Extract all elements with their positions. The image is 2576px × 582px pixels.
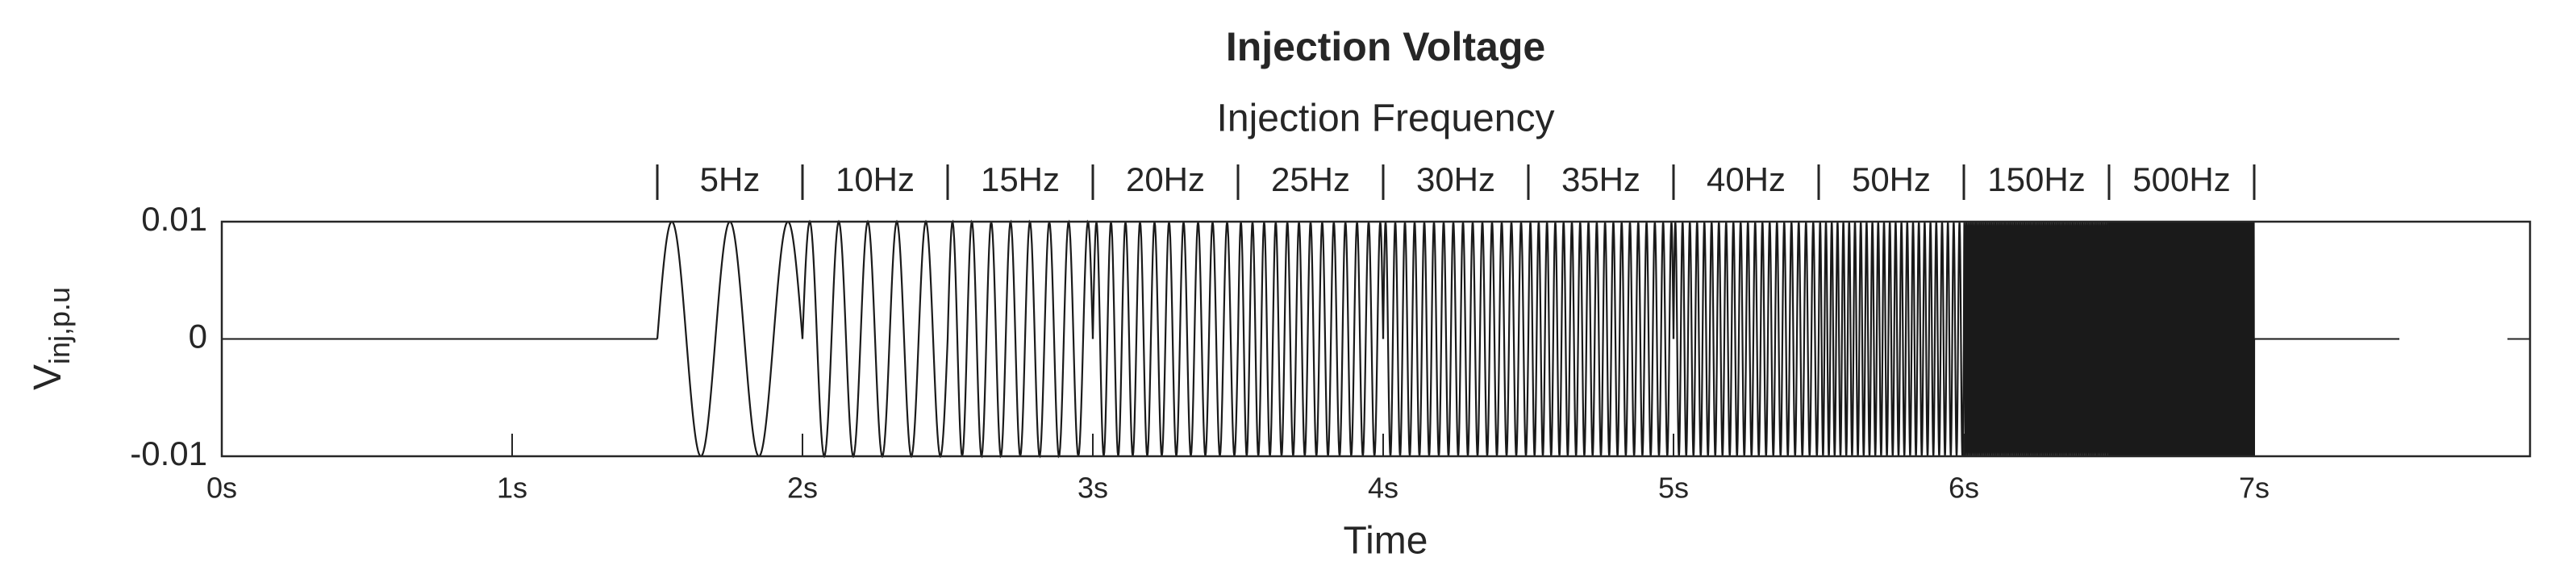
frequency-label: 25Hz	[1271, 160, 1350, 198]
signal-segment	[1382, 221, 1530, 457]
frequency-label: 20Hz	[1126, 160, 1205, 198]
y-tick-label: 0.01	[141, 200, 207, 238]
frequency-label: 10Hz	[836, 160, 915, 198]
plot-frame	[220, 220, 2532, 458]
x-tick-label: 3s	[1078, 472, 1108, 505]
x-tick-label: 5s	[1658, 472, 1689, 505]
signal-segment	[1672, 221, 1820, 457]
x-tick-label: 4s	[1368, 472, 1398, 505]
x-tick-label: 6s	[1949, 472, 1979, 505]
x-axis-label: Time	[1344, 520, 1428, 563]
frequency-label: 35Hz	[1561, 160, 1640, 198]
frequency-label: 50Hz	[1852, 160, 1931, 198]
frequency-label: 500Hz	[2132, 160, 2230, 198]
x-tick-label: 1s	[497, 472, 527, 505]
y-tick-label: 0	[189, 318, 207, 355]
y-axis-label-main: V	[27, 364, 69, 390]
signal-segment	[2107, 221, 2256, 457]
signal-segment	[801, 219, 949, 459]
y-axis-label: Vinj,p.u	[27, 287, 76, 390]
x-tick-label: 2s	[787, 472, 818, 505]
frequency-label: 15Hz	[981, 160, 1060, 198]
frequency-label: 40Hz	[1707, 160, 1786, 198]
chart-title: Injection Voltage	[1226, 24, 1545, 69]
frequency-label: 30Hz	[1416, 160, 1495, 198]
x-tick-label: 7s	[2239, 472, 2270, 505]
signal-segment	[1817, 221, 1965, 457]
y-axis-label-subscript: inj,p.u	[43, 287, 76, 364]
y-tick-label: -0.01	[130, 434, 207, 472]
signal-segment	[1962, 221, 2111, 457]
frequency-label: 5Hz	[700, 160, 761, 198]
chart-subtitle: Injection Frequency	[1217, 98, 1555, 140]
signal-segment	[1091, 221, 1240, 457]
frequency-label: 150Hz	[1987, 160, 2085, 198]
x-tick-label: 0s	[206, 472, 237, 505]
